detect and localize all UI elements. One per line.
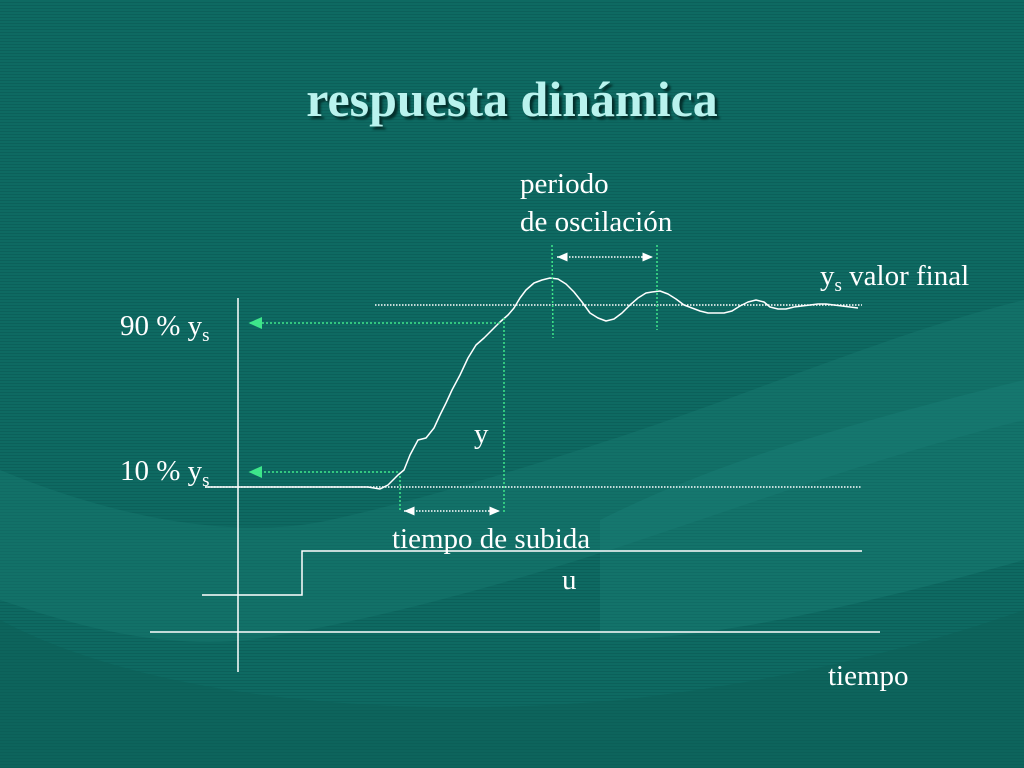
- final-value-var: y: [820, 260, 835, 292]
- pct10-label: 10 % ys: [120, 455, 210, 491]
- slide-title: respuesta dinámica: [306, 71, 718, 127]
- pct10-text: 10 % y: [120, 455, 203, 487]
- pct10-sub: s: [202, 470, 210, 491]
- output-variable-label: y: [474, 418, 489, 450]
- pct90-sub: s: [202, 325, 210, 346]
- rise-time-label: tiempo de subida: [392, 523, 591, 555]
- period-label-line1: periodo: [520, 168, 609, 200]
- period-label-line2: de oscilación: [520, 206, 673, 238]
- time-axis-label: tiempo: [828, 660, 909, 692]
- period-start-marker: [551, 244, 554, 339]
- output-response-curve: [205, 277, 859, 490]
- pct90-label: 90 % ys: [120, 310, 210, 346]
- final-value-label: ys valor final: [820, 260, 970, 296]
- input-step-curve: [202, 550, 862, 596]
- input-variable-label: u: [562, 564, 577, 596]
- final-value-sub: s: [834, 275, 842, 296]
- pct90-text: 90 % y: [120, 310, 203, 342]
- final-value-text: valor final: [841, 260, 970, 292]
